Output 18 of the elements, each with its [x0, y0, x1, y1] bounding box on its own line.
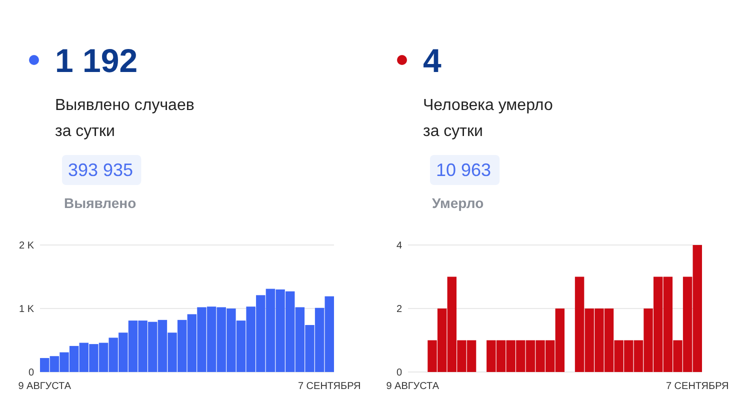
y-tick-label: 2: [396, 304, 402, 315]
chart-subtitle: Человека умерло за сутки: [423, 97, 553, 140]
x-tick-label: 9 АВГУСТА: [18, 381, 72, 392]
text: 10 963: [436, 160, 492, 180]
chart-title: 4: [423, 42, 442, 79]
y-tick-label: 4: [396, 240, 402, 252]
chart-subtitle: Выявлено случаев за сутки: [55, 97, 194, 140]
text: Выявлено: [64, 195, 136, 211]
x-tick-label: 7 СЕНТЯБРЯ: [666, 381, 729, 392]
chart-title: 1 192: [55, 42, 138, 79]
text: Умерло: [432, 195, 484, 211]
y-tick-label: 0: [396, 368, 402, 378]
x-tick-label: 7 СЕНТЯБРЯ: [298, 381, 361, 392]
y-tick-label: 1 K: [18, 304, 34, 315]
y-tick-label: 0: [28, 368, 34, 378]
x-tick-label: 9 АВГУСТА: [386, 381, 440, 392]
text: 393 935: [68, 160, 134, 180]
y-tick-label: 2 K: [18, 240, 34, 252]
